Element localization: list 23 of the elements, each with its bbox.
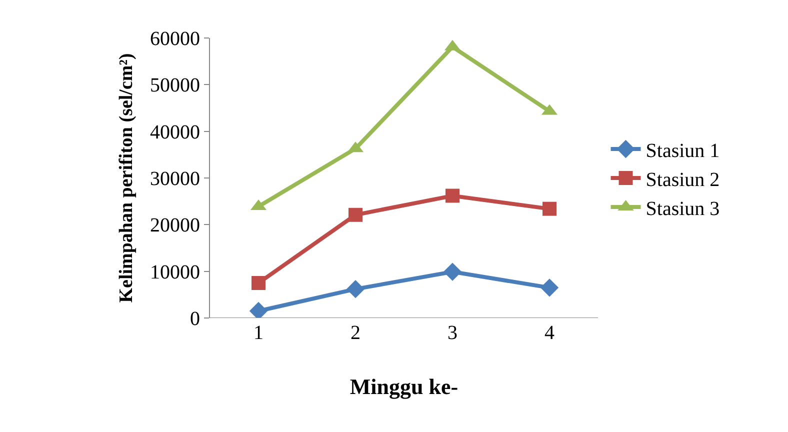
legend-label: Stasiun 2: [646, 168, 720, 191]
x-tick-label: 2: [350, 322, 360, 344]
point: [443, 262, 462, 281]
point: [346, 280, 365, 298]
y-tick-label: 10000: [150, 261, 200, 284]
legend-label: Stasiun 1: [646, 140, 720, 162]
y-tick-label: 60000: [150, 28, 200, 50]
point: [348, 208, 362, 222]
y-tick-label: 50000: [150, 74, 200, 97]
point: [540, 278, 559, 297]
point: [446, 188, 460, 203]
y-tick-label: 30000: [150, 168, 200, 190]
y-axis-title: Kelimpahan perifiton (sel/cm²): [116, 53, 137, 303]
y-tick-label: 40000: [150, 121, 200, 144]
x-tick-label: 1: [254, 322, 264, 344]
y-tick-label: 20000: [150, 214, 200, 237]
point: [252, 276, 266, 290]
x-tick-label: 3: [448, 322, 458, 344]
point: [542, 202, 556, 216]
legend-label: Stasiun 3: [646, 198, 720, 220]
x-tick-label: 4: [544, 322, 554, 344]
y-tick-label: 0: [190, 308, 200, 330]
x-axis-title: Minggu ke-: [350, 374, 458, 399]
